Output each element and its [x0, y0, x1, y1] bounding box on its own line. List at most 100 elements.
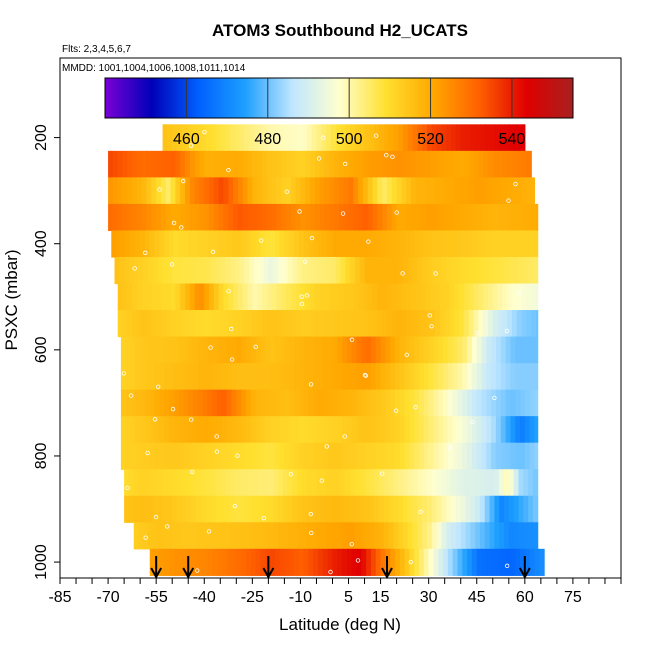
- heatmap-cell: [295, 150, 302, 178]
- heatmap-cell: [505, 442, 512, 470]
- sample-point: [343, 161, 348, 167]
- heatmap-cell: [343, 283, 350, 311]
- sample-point: [179, 225, 184, 230]
- heatmap-cell: [322, 389, 329, 417]
- heatmap-cell: [191, 522, 197, 550]
- heatmap-cell: [499, 522, 505, 550]
- heatmap-cell: [524, 336, 531, 364]
- heatmap-cell: [141, 177, 148, 205]
- heatmap-cell: [534, 548, 540, 576]
- sample-point: [170, 406, 176, 412]
- heatmap-cell: [191, 124, 197, 152]
- heatmap-cell: [367, 203, 374, 232]
- sample-point: [299, 301, 305, 307]
- heatmap-cell: [340, 256, 346, 285]
- heatmap-cell: [399, 389, 406, 417]
- heatmap-cell: [199, 150, 205, 178]
- x-tick-label: -10: [289, 589, 312, 606]
- heatmap-cell: [350, 522, 356, 550]
- heatmap-cell: [276, 310, 282, 338]
- heatmap-cell: [178, 389, 185, 417]
- heatmap-cell: [156, 310, 162, 338]
- y-axis-label: PSXC (mbar): [2, 249, 21, 350]
- heatmap-cell: [338, 310, 345, 338]
- heatmap-cell: [205, 124, 212, 152]
- sample-point: [362, 372, 368, 378]
- heatmap-cell: [350, 469, 356, 497]
- heatmap-cell: [266, 203, 273, 232]
- heatmap-cell: [324, 177, 330, 205]
- heatmap-cell: [438, 442, 444, 470]
- sample-point: [189, 469, 195, 475]
- heatmap-cell: [342, 363, 348, 391]
- sample-point: [319, 478, 324, 483]
- heatmap-cell: [366, 548, 372, 576]
- x-tick-label: 45: [468, 589, 486, 606]
- heatmap-cell: [287, 522, 294, 550]
- heatmap-cell: [427, 124, 433, 152]
- heatmap-cell: [204, 177, 210, 205]
- heatmap-cell: [475, 495, 481, 523]
- heatmap-cell: [385, 230, 391, 258]
- heatmap-cell: [473, 203, 479, 232]
- heatmap-cell: [125, 363, 132, 391]
- heatmap-cell: [351, 363, 358, 391]
- heatmap-cell: [529, 442, 536, 470]
- heatmap-cell: [284, 336, 290, 364]
- heatmap-cell: [390, 230, 396, 258]
- heatmap-cell: [425, 203, 431, 232]
- heatmap-cell: [132, 310, 138, 338]
- heatmap-cell: [465, 256, 471, 285]
- heatmap-cell: [181, 256, 188, 285]
- heatmap-cell: [228, 203, 234, 232]
- heatmap-cell: [135, 363, 141, 391]
- heatmap-cell: [342, 230, 348, 258]
- heatmap-cell: [528, 495, 534, 523]
- heatmap-cell: [492, 177, 499, 205]
- heatmap-cell: [502, 203, 508, 232]
- heatmap-cell: [181, 124, 188, 152]
- heatmap-cell: [133, 256, 140, 285]
- heatmap-cell: [136, 177, 143, 205]
- heatmap-cell: [367, 283, 374, 311]
- heatmap-cell: [399, 363, 406, 391]
- heatmap-cell: [148, 469, 154, 497]
- heatmap-cell: [124, 469, 130, 497]
- heatmap-cell: [406, 177, 412, 205]
- heatmap-cell: [290, 203, 297, 232]
- heatmap-cell: [383, 469, 390, 497]
- heatmap-cell: [130, 389, 136, 417]
- heatmap-cell: [229, 124, 236, 152]
- heatmap-cell: [420, 150, 427, 178]
- heatmap-cell: [144, 363, 151, 391]
- heatmap-cell: [367, 177, 374, 205]
- heatmap-layer: [120, 416, 539, 444]
- heatmap-cell: [156, 150, 162, 178]
- heatmap-cell: [295, 310, 302, 338]
- heatmap-cell: [441, 495, 447, 523]
- heatmap-cell: [454, 177, 460, 205]
- heatmap-cell: [462, 230, 468, 258]
- heatmap-cell: [487, 203, 494, 232]
- heatmap-cell: [495, 416, 502, 444]
- sample-point: [309, 530, 314, 536]
- heatmap-cell: [298, 363, 305, 391]
- heatmap-cell: [141, 310, 148, 338]
- heatmap-cell: [375, 230, 382, 258]
- heatmap-cell: [136, 283, 143, 311]
- heatmap-cell: [186, 124, 193, 152]
- heatmap-cell: [202, 230, 209, 258]
- heatmap-cell: [319, 150, 326, 178]
- heatmap-cell: [372, 150, 378, 178]
- heatmap-cell: [468, 310, 475, 338]
- heatmap-cell: [500, 363, 507, 391]
- heatmap-cell: [404, 416, 411, 444]
- heatmap-cell: [534, 363, 539, 391]
- heatmap-cell: [162, 256, 168, 285]
- heatmap-cell: [367, 150, 374, 178]
- heatmap-cell: [520, 363, 526, 391]
- heatmap-cell: [345, 469, 351, 497]
- heatmap-cell: [444, 177, 451, 205]
- heatmap-cell: [465, 124, 471, 152]
- heatmap-cell: [274, 416, 281, 444]
